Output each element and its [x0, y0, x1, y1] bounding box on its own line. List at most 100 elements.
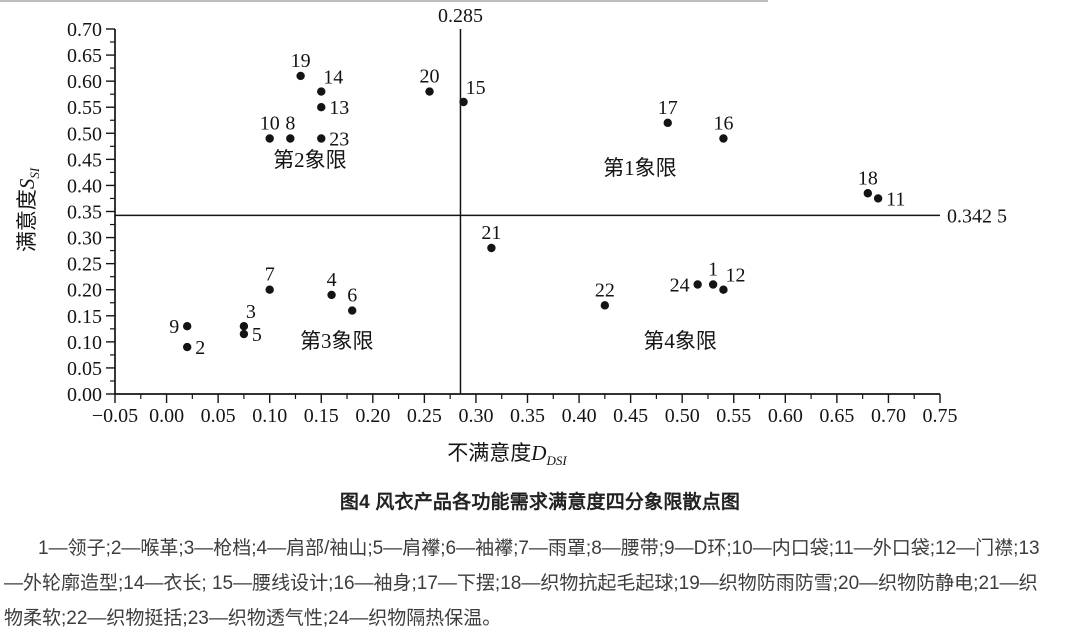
data-point-label-17: 17 [658, 97, 678, 119]
quadrant-label: 第4象限 [643, 329, 717, 353]
data-point-label-13: 13 [329, 97, 349, 119]
quadrant-label: 第2象限 [273, 148, 347, 172]
data-point-label-23: 23 [329, 129, 349, 151]
data-point-7 [265, 285, 274, 294]
data-point-3 [239, 322, 249, 331]
legend-line-2: —外轮廓造型;14—衣长; 15—腰线设计;16—袖身;17—下摆;18—织物抗… [4, 573, 1038, 594]
data-point-23 [317, 134, 326, 143]
data-point-label-16: 16 [713, 113, 733, 135]
x-tick-label: 0.30 [458, 405, 493, 427]
data-point-label-10: 10 [260, 113, 280, 135]
data-point-5 [239, 329, 249, 339]
x-tick-label: 0.40 [562, 405, 597, 427]
y-tick-label: 0.20 [67, 280, 102, 302]
x-axis-title: 不满意度DDSI [447, 437, 566, 467]
x-tick-label: 0.65 [819, 405, 854, 427]
data-point-label-8: 8 [285, 113, 295, 135]
x-tick-label: 0.60 [768, 405, 803, 427]
data-point-label-1: 1 [708, 259, 718, 281]
data-point-label-11: 11 [886, 188, 905, 210]
data-point-24 [693, 280, 702, 289]
x-tick-label: 0.20 [355, 405, 390, 427]
data-point-12 [719, 285, 728, 294]
x-tick-label: 0.35 [510, 405, 545, 427]
data-point-1 [708, 280, 718, 289]
axes [114, 29, 940, 395]
figure-caption: 图4 风衣产品各功能需求满意度四分象限散点图 [339, 492, 741, 513]
data-point-22 [600, 301, 610, 310]
x-tick-label: 0.00 [149, 405, 184, 427]
x-tick-label: 0.15 [304, 405, 339, 427]
threshold-lines: 0.285 0.342 5 [115, 5, 1007, 394]
y-tick-label: 0.30 [67, 228, 102, 250]
y-tick-label: 0.05 [67, 358, 102, 380]
data-point-4 [327, 290, 336, 300]
x-axis-title-sub: DSI [546, 453, 567, 469]
scan-artifact-line [0, 0, 768, 2]
y-tick-label: 0.10 [67, 332, 102, 354]
data-point-17 [663, 118, 672, 128]
y-tick-label: 0.65 [67, 45, 102, 67]
x-tick-label: 0.50 [665, 405, 700, 427]
y-tick-label: 0.25 [67, 254, 102, 276]
x-tick-label: 0.70 [871, 405, 906, 427]
data-point-label-22: 22 [595, 279, 615, 301]
data-point-label-24: 24 [670, 275, 690, 297]
data-point-21 [487, 243, 496, 253]
data-point-label-15: 15 [466, 77, 486, 99]
data-point-label-18: 18 [858, 167, 878, 189]
x-axis-ticks: −0.05 0.00 0.05 0.10 0.15 0.20 0.25 0.30 0.35 0.4… [92, 394, 958, 427]
quadrant-label: 第3象限 [300, 329, 374, 353]
data-point-label-19: 19 [291, 50, 311, 72]
scatter-chart-canvas: −0.05 0.00 0.05 0.10 0.15 0.20 0.25 0.30 0.35 0.4… [67, 5, 1007, 427]
y-tick-label: 0.15 [67, 306, 102, 328]
x-axis-title-text: 不满意度 [447, 441, 532, 465]
x-tick-label: 0.75 [923, 405, 958, 427]
data-point-18 [863, 189, 873, 198]
data-point-label-14: 14 [323, 67, 343, 89]
x-axis-title-var: D [531, 441, 547, 465]
y-axis-title-text: 满意度 [15, 189, 39, 253]
y-tick-label: 0.45 [67, 149, 102, 171]
data-point-9 [182, 322, 192, 331]
y-tick-label: 0.00 [67, 384, 102, 406]
data-point-label-9: 9 [169, 316, 179, 338]
data-point-label-20: 20 [420, 66, 440, 88]
x-tick-label: 0.10 [252, 405, 287, 427]
data-point-label-12: 12 [725, 265, 745, 287]
x-tick-label: 0.55 [716, 405, 751, 427]
data-point-label-3: 3 [246, 301, 256, 323]
y-tick-label: 0.50 [67, 123, 102, 145]
data-point-11 [873, 194, 883, 203]
x-tick-label: 0.45 [613, 405, 648, 427]
y-axis-title-sub: SI [27, 167, 43, 179]
x-tick-label: 0.25 [407, 405, 442, 427]
y-tick-label: 0.40 [67, 175, 102, 197]
data-point-label-4: 4 [327, 269, 337, 291]
vertical-threshold-label: 0.285 [438, 5, 483, 27]
y-tick-label: 0.35 [67, 202, 102, 224]
data-point-6 [347, 306, 357, 315]
y-tick-label: 0.60 [67, 71, 102, 93]
legend-line-1: 1—领子;2—喉革;3—枪档;4—肩部/袖山;5—肩襻;6—袖襻;7—雨罩;8—… [38, 538, 1040, 559]
figure-legend: 1—领子;2—喉革;3—枪档;4—肩部/袖山;5—肩襻;6—袖襻;7—雨罩;8—… [4, 531, 1076, 636]
data-point-14 [317, 87, 326, 96]
x-tick-label: −0.05 [92, 405, 138, 427]
y-tick-label: 0.70 [67, 19, 102, 41]
quadrant-label: 第1象限 [603, 156, 677, 180]
data-point-label-6: 6 [347, 285, 357, 307]
legend-line-3: 物柔软;22—织物挺括;23—织物透气性;24—织物隔热保温。 [4, 608, 502, 629]
data-point-8 [286, 134, 295, 143]
y-tick-label: 0.55 [67, 97, 102, 119]
data-point-16 [719, 134, 728, 143]
data-point-2 [182, 342, 192, 352]
x-tick-label: 0.05 [201, 405, 236, 427]
horizontal-threshold-label: 0.342 5 [947, 205, 1007, 227]
data-point-label-21: 21 [481, 222, 501, 244]
data-point-label-5: 5 [252, 324, 262, 346]
data-point-10 [265, 134, 274, 143]
data-point-13 [317, 103, 326, 112]
y-axis-title-var: S [15, 178, 39, 190]
